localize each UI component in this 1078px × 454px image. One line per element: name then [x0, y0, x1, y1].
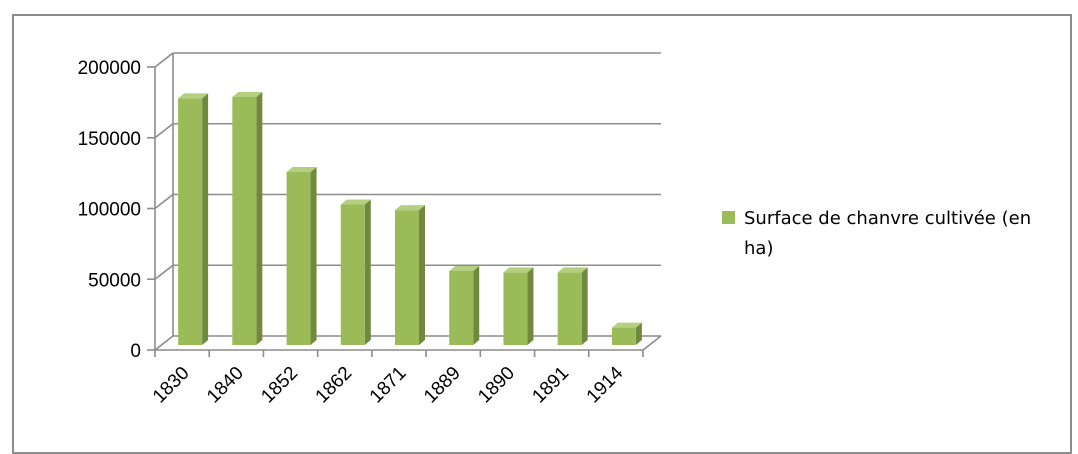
bar [503, 272, 527, 345]
x-axis-depth [643, 336, 661, 350]
y-tick-label: 150000 [78, 129, 141, 150]
bar-side [419, 205, 425, 345]
x-tick-label: 1852 [257, 363, 302, 408]
bar [287, 172, 311, 345]
bar [178, 98, 202, 345]
gridline-depth [155, 336, 173, 350]
y-tick-label: 200000 [78, 58, 141, 79]
bar-side [202, 93, 208, 345]
y-tick-label: 50000 [88, 270, 141, 291]
bar-side [365, 200, 371, 346]
x-tick-label: 1891 [528, 363, 573, 408]
x-tick-label: 1862 [312, 363, 357, 408]
bar [395, 210, 419, 345]
bar-side [473, 266, 479, 345]
x-tick-label: 1830 [149, 363, 194, 408]
legend-swatch [722, 211, 735, 224]
bar [612, 328, 636, 345]
x-tick-label: 1871 [366, 363, 411, 408]
bar [558, 272, 582, 345]
legend-label: Surface de chanvre cultivée (en ha) [722, 204, 1052, 264]
y-tick-label: 0 [130, 341, 141, 362]
x-tick-label: 1889 [420, 363, 465, 408]
x-tick-label: 1890 [474, 363, 519, 408]
x-tick-label: 1840 [203, 363, 248, 408]
y-tick-label: 100000 [78, 200, 141, 221]
bar [232, 97, 256, 345]
bar-side [311, 167, 317, 345]
gridline-depth [155, 124, 173, 138]
bar [341, 205, 365, 346]
bar [449, 271, 473, 345]
gridline-depth [155, 195, 173, 209]
legend: Surface de chanvre cultivée (en ha) [722, 204, 1052, 264]
gridline-depth [155, 53, 173, 67]
gridline-depth [155, 265, 173, 279]
bar-side [256, 92, 262, 345]
bar-side [582, 267, 588, 345]
x-tick-label: 1914 [583, 362, 628, 407]
bar-side [527, 267, 533, 345]
